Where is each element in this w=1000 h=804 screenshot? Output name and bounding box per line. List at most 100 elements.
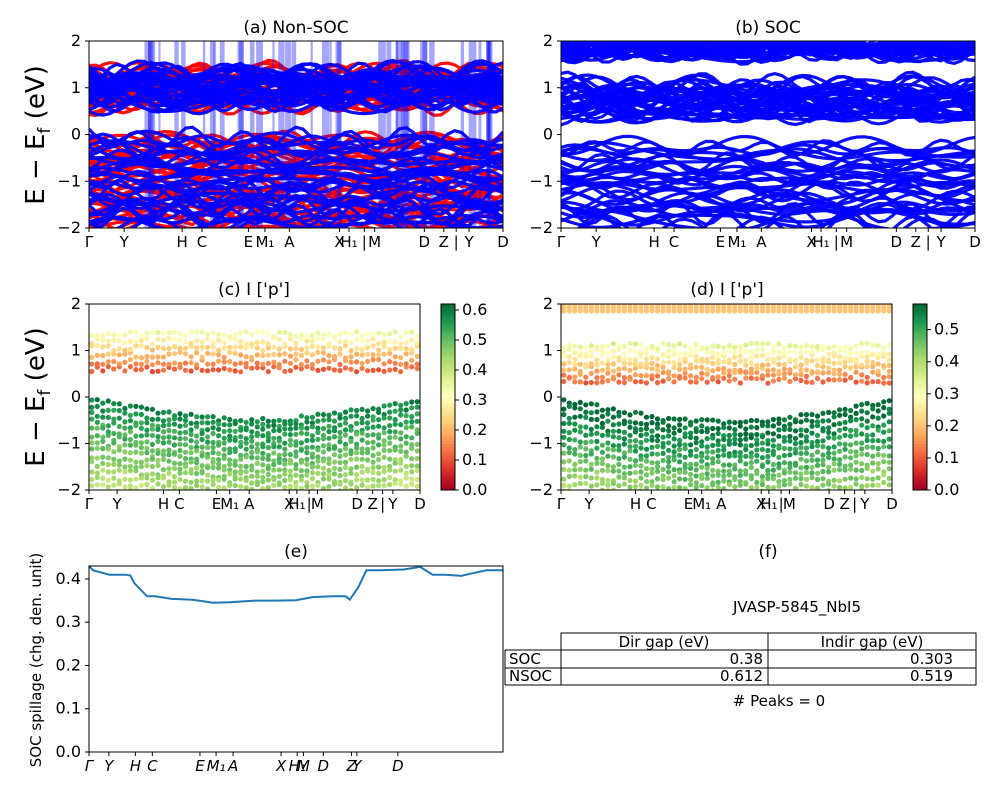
colorbar-segment [913,424,927,429]
point [803,464,810,470]
point [205,331,211,338]
point [726,482,732,488]
point [732,344,738,350]
point [765,419,771,425]
point [654,373,661,379]
point [205,361,211,367]
point [660,360,666,366]
point [414,455,420,461]
point [743,447,749,453]
band-line-0 [561,200,975,214]
point [171,360,178,366]
point [320,471,327,477]
point [381,332,387,338]
point [715,357,721,363]
point [276,452,282,458]
point [715,426,721,432]
point [748,424,754,430]
point [831,483,837,489]
point [354,441,360,447]
point [376,464,382,470]
point [886,459,892,465]
point [654,437,661,444]
point [249,463,255,469]
point [265,438,271,444]
point [177,453,183,459]
point [616,342,622,349]
colorbar-segment [913,350,927,355]
point [182,449,189,455]
point [320,345,327,351]
point [820,410,826,416]
y-tick-label: −2 [57,480,81,499]
point [210,430,216,437]
point [403,425,409,431]
point [621,356,628,362]
point [254,441,260,447]
point [671,304,677,308]
point [809,484,815,490]
point [326,341,332,347]
point [583,402,589,408]
point [232,437,238,443]
point [331,353,338,360]
point [304,419,310,425]
point [826,304,832,308]
point [864,354,870,360]
point [754,447,760,453]
point [605,357,611,363]
x-tick-label: Y [591,233,602,251]
point [831,450,837,456]
point [660,419,666,425]
point [572,379,578,385]
point [610,374,617,380]
point [759,478,766,484]
point [737,468,743,474]
point [370,465,376,471]
point [671,342,677,349]
point [315,470,321,476]
point [643,431,650,437]
point [166,451,172,458]
point [660,440,666,446]
point [699,428,705,435]
x-tick-label: D [969,233,981,251]
point [682,350,688,356]
point [776,445,782,451]
point [814,438,821,445]
point [122,405,128,412]
point [605,440,611,446]
point [726,304,732,308]
point [781,434,788,441]
point [765,459,771,465]
point [160,467,167,473]
point [348,407,354,413]
point [182,351,189,357]
point [387,463,393,469]
point [798,465,804,471]
colorbar-segment [441,440,455,444]
point [194,414,200,420]
point [276,417,282,423]
point [100,482,106,488]
point [870,342,876,348]
point [348,354,354,360]
point [721,350,727,356]
point [376,367,382,373]
point [365,425,371,431]
point [144,481,150,488]
point [759,352,766,359]
point [671,479,677,485]
point [643,373,650,379]
point [848,427,854,433]
point [682,356,688,362]
point [392,329,398,335]
point [649,304,655,308]
point [875,427,881,433]
x-tick-label: M [311,495,324,513]
point [632,438,639,444]
point [111,366,117,372]
point [210,439,216,446]
point [826,418,832,424]
point [177,331,183,337]
